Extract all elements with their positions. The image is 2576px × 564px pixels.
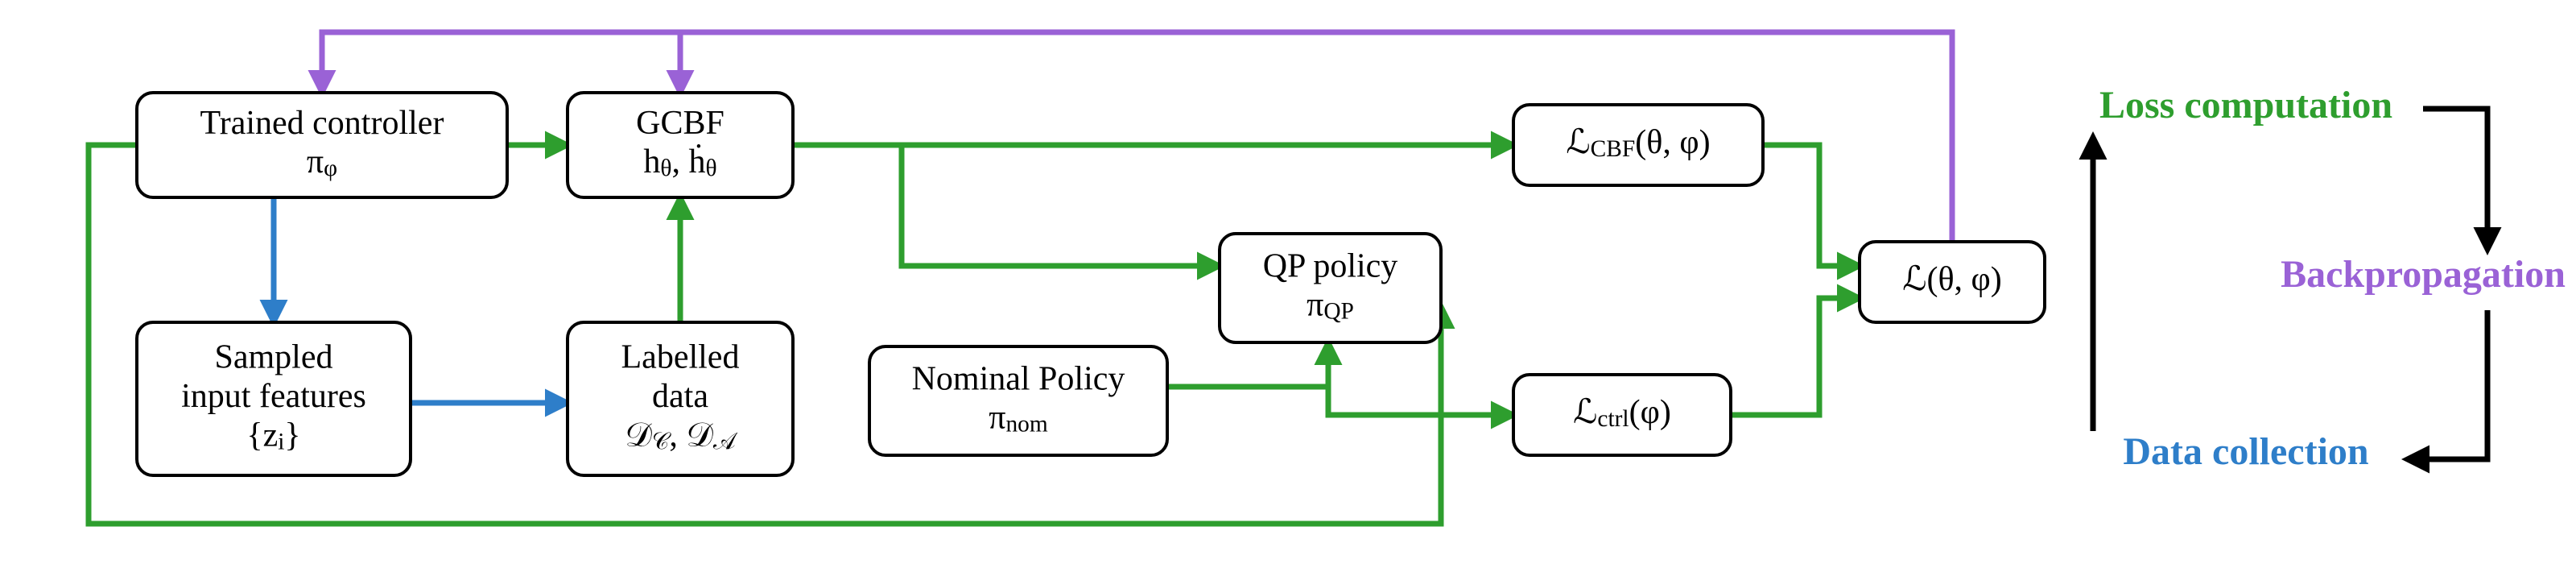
nominal_policy-line0-label: Nominal Policy bbox=[912, 360, 1125, 397]
node-sampled_features: Sampledinput features{zi} bbox=[137, 322, 411, 475]
gcbf-line0-label: GCBF bbox=[636, 104, 724, 141]
nodes-layer: Trained controllerπφ Sampledinput feature… bbox=[137, 93, 2045, 475]
edge bbox=[1328, 342, 1513, 415]
ltotal-line0-label: ℒ(θ, φ) bbox=[1902, 261, 2002, 298]
node-trained_controller: Trained controllerπφ bbox=[137, 93, 507, 197]
legend-backprop: Backpropagation bbox=[2281, 253, 2566, 296]
edge bbox=[902, 145, 1220, 266]
node-nominal_policy: Nominal Policyπnom bbox=[869, 346, 1167, 455]
legend-layer: Loss computation Backpropagation Data coll… bbox=[2099, 84, 2566, 473]
node-lcbf: ℒCBF(θ, φ) bbox=[1513, 105, 1763, 185]
node-qp_policy: QP policyπQP bbox=[1220, 234, 1441, 342]
node-lctrl: ℒctrl(φ) bbox=[1513, 375, 1731, 455]
edge bbox=[1731, 298, 1860, 415]
labelled_data-line0-label: Labelled bbox=[621, 338, 740, 375]
node-gcbf: GCBFhθ, ḣθ bbox=[568, 93, 793, 197]
node-ltotal: ℒ(θ, φ) bbox=[1860, 242, 2045, 322]
trained_controller-line0-label: Trained controller bbox=[200, 104, 444, 141]
qp_policy-line0-label: QP policy bbox=[1263, 247, 1398, 284]
edge bbox=[1763, 145, 1860, 266]
legend-data: Data collection bbox=[2123, 430, 2368, 473]
edge bbox=[1167, 342, 1328, 387]
edge bbox=[2407, 310, 2487, 459]
sampled_features-line2-label: {zi} bbox=[246, 417, 300, 454]
lcbf-line0-label: ℒCBF(θ, φ) bbox=[1566, 124, 1710, 162]
diagram-canvas: Trained controllerπφ Sampledinput feature… bbox=[0, 0, 2576, 564]
legend-loss: Loss computation bbox=[2099, 84, 2392, 126]
edge bbox=[2423, 109, 2487, 250]
node-labelled_data: Labelleddata𝒟𝒞, 𝒟𝒜 bbox=[568, 322, 793, 475]
labelled_data-line1-label: data bbox=[652, 378, 708, 415]
sampled_features-line1-label: input features bbox=[181, 378, 366, 415]
sampled_features-line0-label: Sampled bbox=[215, 338, 333, 375]
